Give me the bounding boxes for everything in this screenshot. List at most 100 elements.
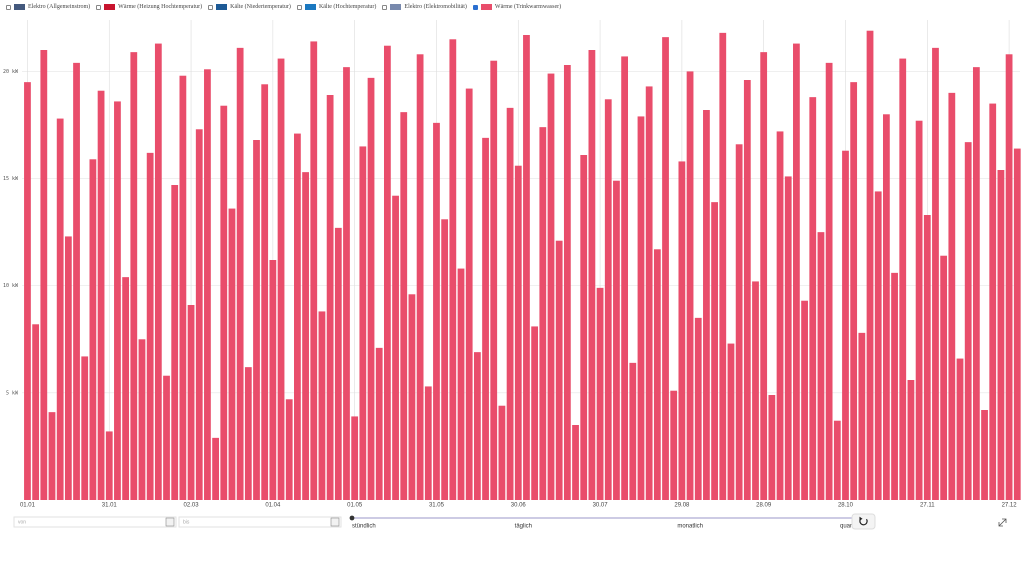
to-placeholder: bis [183,519,190,525]
bar [907,380,915,500]
legend-label: Kälte (Hochtemperatur) [318,4,377,10]
bar [833,420,841,500]
bar [531,326,539,500]
legend-checkbox[interactable] [96,4,102,10]
bar [457,268,465,500]
bar [449,39,457,501]
bar [891,272,898,500]
legend-checkbox[interactable] [472,4,478,10]
bar [972,67,980,501]
legend-item[interactable]: Elektro (Elektromobilität) [382,4,467,10]
x-tick-label: 27.11 [920,503,935,509]
bar [351,416,359,500]
bar [154,43,162,500]
bar [850,82,858,501]
bar [212,437,219,500]
bar [105,431,113,500]
bar [244,367,252,500]
bar [48,412,56,500]
bar [727,343,735,500]
legend-item[interactable]: Elektro (Allgemeinstrom) [6,4,90,10]
legend-item[interactable]: Wärme (Trinkwarmwasser) [472,4,561,10]
legend-label: Wärme (Heizung Hochtemperatur) [118,4,203,10]
to-input[interactable] [178,516,342,528]
bar [433,122,440,500]
bar [842,150,849,500]
bar [359,146,367,500]
x-tick-label: 30.06 [511,503,527,509]
bar [580,155,588,500]
bar [874,191,882,500]
legend-item[interactable]: Kälte (Niedertemperatur) [208,4,291,10]
x-tick-label: 01.01 [20,503,36,509]
bar [24,82,31,501]
bar [932,47,939,500]
bar [997,170,1005,500]
bar [506,107,514,500]
bar [179,75,187,500]
x-tick-label: 31.05 [429,503,445,509]
x-tick-label: 28.10 [838,503,854,509]
legend-swatch [216,4,228,10]
legend-swatch [104,4,116,10]
x-tick-label: 27.12 [1002,503,1018,509]
legend-checkbox[interactable] [6,4,11,10]
legend-checkbox[interactable] [208,4,214,10]
bar [882,114,890,501]
bar [236,47,244,500]
bar [768,395,776,500]
legend-label: Elektro (Allgemeinstrom) [28,4,91,10]
bar [809,97,817,501]
bar [408,294,416,500]
bar [776,131,784,500]
bar [637,116,645,500]
to-calendar-button[interactable] [330,517,340,527]
bar [784,176,792,500]
bar [915,120,923,500]
from-calendar-button[interactable] [165,517,175,527]
bar [563,65,571,500]
bar [228,208,236,501]
bars [24,30,1021,501]
bar [482,137,489,500]
legend-checkbox[interactable] [296,4,302,10]
x-tick-label: 02.03 [184,503,200,509]
collapse-icon[interactable] [998,518,1007,527]
from-input[interactable] [13,516,177,528]
bar [694,317,702,500]
bar [171,185,179,500]
bar [302,172,309,500]
resolution-labels: stündlich täglich monatlich quartal [352,524,858,530]
bar [555,240,563,500]
bar [400,112,408,501]
legend-checkbox[interactable] [382,4,388,10]
y-tick-label: 15 kW [3,176,19,182]
bar [686,71,694,500]
bar [621,56,629,501]
reset-icon-arrow [859,516,863,521]
bar [547,73,555,501]
bar [981,410,988,500]
bar [465,88,473,501]
bar [40,50,48,500]
bar [130,52,138,501]
bar [523,35,530,500]
bar [285,399,293,500]
reset-button[interactable] [851,513,876,530]
bar [989,103,997,501]
legend-item[interactable]: Kälte (Hochtemperatur) [296,4,377,10]
bar [719,32,727,500]
resolution-knob[interactable] [349,515,355,521]
bar [81,356,89,500]
bar [678,161,686,500]
bar [760,52,768,501]
x-tick-label: 01.05 [347,503,363,509]
bar [334,227,342,500]
legend-item[interactable]: Wärme (Heizung Hochtemperatur) [96,4,202,10]
bar [662,37,669,501]
bar [899,58,907,500]
bar [97,90,105,500]
bar [801,300,808,500]
